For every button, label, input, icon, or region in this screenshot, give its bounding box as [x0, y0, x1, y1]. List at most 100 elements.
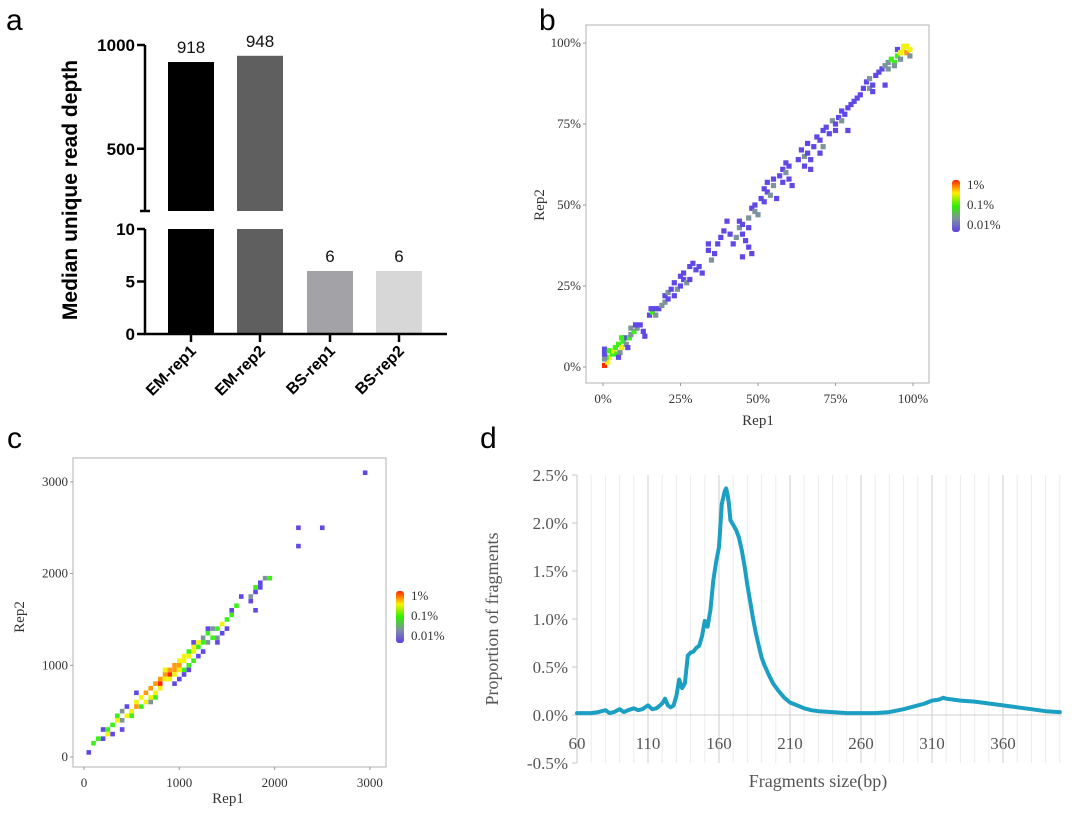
heatmap-cell: [258, 585, 263, 590]
heatmap-cell: [157, 681, 163, 686]
legend-colorbar: [396, 591, 404, 643]
heatmap-cell: [845, 127, 851, 134]
heatmap-cell: [894, 46, 901, 53]
heatmap-cell: [224, 617, 230, 622]
heatmap-cell: [749, 205, 755, 211]
heatmap-cell: [177, 667, 182, 673]
heatmap-cell: [705, 247, 711, 253]
legend-colorbar: [952, 180, 960, 232]
x-tick-label: 25%: [669, 391, 693, 406]
heatmap-cell: [739, 231, 746, 237]
heatmap-cell: [138, 695, 144, 700]
heatmap-cell: [205, 640, 211, 645]
panel-a-bar-chart: Median unique read depth 918 948 6 6 EM-rep…: [59, 32, 447, 400]
y-tick-label: 25%: [557, 278, 581, 293]
heatmap-cell: [177, 663, 182, 668]
heatmap-cell: [95, 736, 101, 741]
y-tick-label: 75%: [557, 116, 581, 131]
heatmap-cell: [619, 335, 625, 341]
x-tick-label: 1000: [166, 775, 192, 790]
heatmap-cell: [162, 672, 168, 677]
x-category-label: BS-rep1: [283, 343, 338, 398]
heatmap-cell: [177, 676, 182, 682]
heatmap-cell: [780, 166, 786, 172]
heatmap-cell: [186, 667, 192, 673]
heatmap-cell: [885, 59, 891, 66]
heatmap-cell: [795, 157, 801, 163]
heatmap-cell: [854, 95, 860, 101]
heatmap-cell: [642, 333, 648, 339]
data-label: 6: [325, 247, 334, 266]
heatmap-cell: [758, 195, 764, 202]
heatmap-cell: [191, 644, 196, 650]
y-tick-label: 0%: [564, 359, 582, 374]
heatmap-cell: [808, 157, 814, 163]
x-tick-label: 50%: [746, 391, 770, 406]
heatmap-cell: [842, 111, 848, 117]
heatmap-cell: [167, 667, 173, 673]
x-tick-label: 360: [990, 734, 1016, 753]
heatmap-cell: [267, 575, 273, 581]
y-tick-label: 3000: [42, 474, 68, 489]
heatmap-cell: [764, 179, 770, 185]
heatmap-cell: [653, 306, 659, 312]
heatmap-cell: [262, 575, 268, 581]
heatmap-cell: [157, 685, 163, 691]
heatmap-cell: [296, 543, 301, 549]
bar-upper-EM-rep2: [237, 55, 283, 211]
heatmap-cell: [200, 640, 206, 645]
heatmap-cell: [684, 280, 690, 286]
heatmap-cell: [656, 306, 662, 312]
heatmap-cell: [898, 56, 904, 62]
heatmap-cell: [814, 134, 820, 140]
heatmap-cell: [606, 348, 612, 354]
heatmap-cell: [167, 676, 173, 682]
heatmap-cell: [124, 704, 130, 709]
heatmap-cell: [665, 296, 671, 302]
heatmap-cell: [623, 341, 629, 347]
heatmap-cell: [186, 663, 192, 668]
y-tick-label: 50%: [557, 197, 581, 212]
heatmap-cell: [628, 332, 634, 338]
heatmap-cell: [640, 328, 646, 334]
panel-label-a: a: [6, 4, 23, 37]
heatmap-cell: [612, 344, 618, 351]
heatmap-cell: [181, 667, 187, 673]
heatmap-cell: [153, 690, 158, 696]
bar-lower-EM-rep1: [168, 229, 214, 334]
heatmap-cell: [857, 92, 863, 98]
heatmap-cell: [879, 66, 885, 72]
heatmap-cell: [783, 160, 789, 166]
heatmap-cell: [181, 658, 187, 664]
heatmap-cell: [789, 182, 795, 189]
heatmap-cell: [677, 283, 684, 289]
heatmap-cell: [786, 176, 792, 182]
data-label: 918: [177, 38, 205, 57]
heatmap-cell: [888, 56, 894, 62]
heatmap-cell: [665, 289, 671, 296]
heatmap-cell: [162, 667, 168, 673]
heatmap-cell: [829, 118, 835, 124]
heatmap-cell: [124, 713, 130, 719]
heatmap-cell: [891, 59, 897, 66]
heatmap-cell: [690, 260, 696, 266]
x-tick-label: 110: [636, 734, 661, 753]
panel-c-ylabel: Rep2: [12, 601, 28, 633]
x-tick-label: 3000: [357, 775, 383, 790]
heatmap-cell: [786, 163, 792, 169]
heatmap-cell: [153, 695, 158, 700]
heatmap-cell: [901, 46, 907, 53]
heatmap-cell: [181, 653, 187, 659]
heatmap-cell: [196, 653, 201, 659]
bar-BS-rep1: [307, 271, 353, 334]
heatmap-cell: [832, 127, 839, 134]
heatmap-cell: [105, 727, 111, 732]
heatmap-cell: [746, 244, 752, 250]
x-tick-label: 0%: [594, 391, 612, 406]
heatmap-cell: [659, 302, 665, 309]
heatmap-cell: [733, 234, 739, 240]
heatmap-cell: [601, 362, 608, 368]
heatmap-cell: [181, 672, 187, 677]
x-category-label: EM-rep1: [143, 343, 200, 400]
